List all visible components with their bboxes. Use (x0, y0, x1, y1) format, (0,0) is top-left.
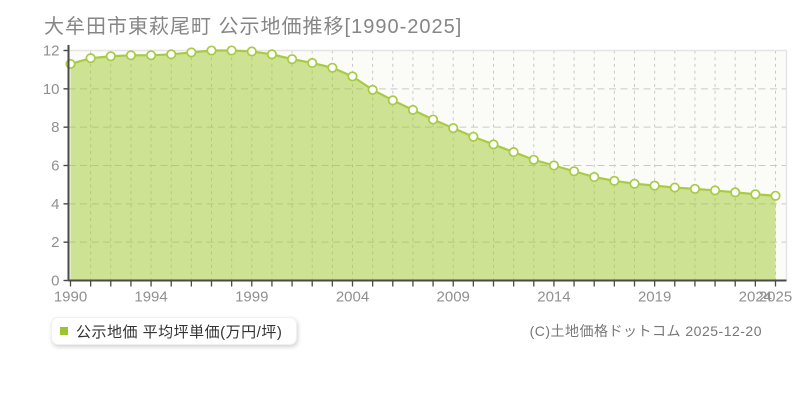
x-axis-label: 1999 (235, 289, 268, 306)
x-axis-label: 2024 (739, 289, 772, 306)
data-point-marker (85, 53, 96, 64)
x-axis-label: 1994 (134, 289, 167, 306)
data-point-marker (407, 104, 418, 115)
data-point-marker (125, 50, 136, 61)
data-point-marker (548, 160, 559, 171)
data-point-marker (206, 45, 217, 56)
data-point-marker (266, 49, 277, 60)
data-point-marker (629, 178, 640, 189)
data-point-marker (689, 183, 700, 194)
x-axis-label: 2004 (336, 289, 369, 306)
y-axis-label: 12 (43, 43, 60, 60)
chart-title: 大牟田市東萩尾町 公示地価推移[1990-2025] (44, 16, 463, 38)
data-point-marker (327, 62, 338, 73)
data-point-marker (528, 154, 539, 165)
data-point-marker (710, 185, 721, 196)
data-point-marker (448, 123, 459, 134)
data-point-marker (186, 47, 197, 58)
y-axis-label: 0 (51, 273, 59, 290)
data-point-marker (367, 84, 378, 95)
y-axis-label: 8 (51, 119, 59, 136)
data-point-marker (730, 187, 741, 198)
data-point-marker (226, 45, 237, 56)
data-point-marker (569, 166, 580, 177)
data-point-marker (105, 51, 116, 62)
data-point-marker (287, 54, 298, 65)
price-area-fill (70, 50, 776, 280)
data-point-marker (146, 50, 157, 61)
data-point-marker (488, 139, 499, 150)
legend-label: 公示地価 平均坪単価(万円/坪) (76, 323, 283, 341)
copyright-text: (C)土地価格ドットコム 2025-12-20 (529, 323, 762, 339)
data-point-marker (428, 114, 439, 125)
x-axis-label: 2025 (759, 289, 792, 306)
data-point-marker (609, 175, 620, 186)
data-point-marker (468, 131, 479, 142)
legend: 公示地価 平均坪単価(万円/坪) (51, 317, 298, 345)
data-point-marker (307, 57, 318, 69)
x-axis-label: 2019 (638, 289, 671, 306)
y-axis-label: 10 (43, 81, 60, 98)
data-point-marker (347, 71, 358, 82)
y-axis-label: 6 (51, 158, 59, 175)
data-point-marker (750, 189, 761, 200)
data-point-marker (166, 49, 177, 60)
legend-marker-square (60, 327, 68, 335)
x-axis-label: 2009 (437, 289, 470, 306)
data-point-marker (770, 190, 781, 201)
y-axis-label: 4 (51, 196, 59, 213)
data-point-marker (669, 182, 680, 193)
data-point-marker (649, 180, 660, 191)
x-axis-label: 1990 (54, 289, 87, 306)
data-point-marker (589, 171, 600, 183)
data-point-marker (508, 147, 519, 158)
y-axis-label: 2 (51, 234, 59, 251)
data-point-marker (246, 46, 257, 57)
x-axis-label: 2014 (537, 289, 570, 306)
data-point-marker (387, 95, 398, 106)
